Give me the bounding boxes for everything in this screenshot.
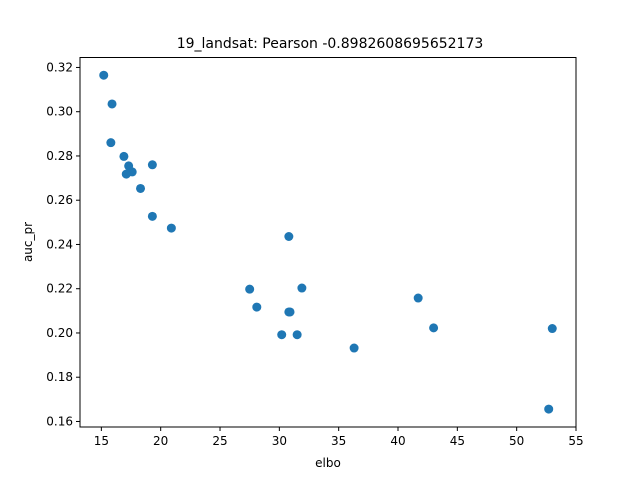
x-tick-label: 30	[272, 434, 287, 448]
y-tick-label: 0.26	[46, 193, 73, 207]
data-point	[349, 343, 359, 353]
x-tick-label: 20	[153, 434, 168, 448]
data-point	[121, 169, 131, 179]
x-tick-label: 40	[390, 434, 405, 448]
x-axis-label: elbo	[315, 456, 341, 470]
data-point	[429, 323, 439, 333]
y-tick-label: 0.22	[46, 282, 73, 296]
y-tick-label: 0.28	[46, 149, 73, 163]
y-tick-label: 0.18	[46, 370, 73, 384]
data-point	[413, 293, 423, 303]
data-point	[277, 330, 287, 340]
data-point	[285, 307, 295, 317]
x-tick-label: 25	[212, 434, 227, 448]
y-tick-label: 0.30	[46, 105, 73, 119]
data-point	[292, 330, 302, 340]
data-point	[99, 70, 109, 80]
data-point	[547, 324, 557, 334]
data-point	[119, 151, 129, 161]
x-axis-ticks: 15 20 25 30 35 40 45 50 55	[94, 427, 584, 448]
y-tick-label: 0.16	[46, 414, 73, 428]
data-point	[147, 160, 157, 170]
plot-frame	[79, 57, 577, 428]
y-axis-ticks: 0.16 0.18 0.20 0.22 0.24 0.26 0.28 0.30 0.32	[46, 60, 80, 428]
x-tick-label: 35	[331, 434, 346, 448]
data-point	[166, 223, 176, 233]
y-tick-label: 0.24	[46, 237, 73, 251]
data-point	[252, 302, 262, 312]
data-point	[245, 284, 255, 294]
chart-title: 19_landsat: Pearson -0.8982608695652173	[177, 36, 484, 52]
data-point	[136, 183, 146, 193]
data-point	[544, 404, 554, 414]
data-point	[147, 211, 157, 221]
x-tick-label: 55	[568, 434, 583, 448]
y-tick-label: 0.32	[46, 60, 73, 74]
x-tick-label: 15	[94, 434, 109, 448]
data-point	[107, 99, 117, 109]
data-point	[106, 138, 116, 148]
data-point	[297, 283, 307, 293]
y-axis-label: auc_pr	[21, 222, 35, 262]
y-tick-label: 0.20	[46, 326, 73, 340]
x-tick-label: 50	[509, 434, 524, 448]
data-point	[284, 232, 294, 241]
x-tick-label: 45	[450, 434, 465, 448]
data-points	[99, 70, 557, 414]
